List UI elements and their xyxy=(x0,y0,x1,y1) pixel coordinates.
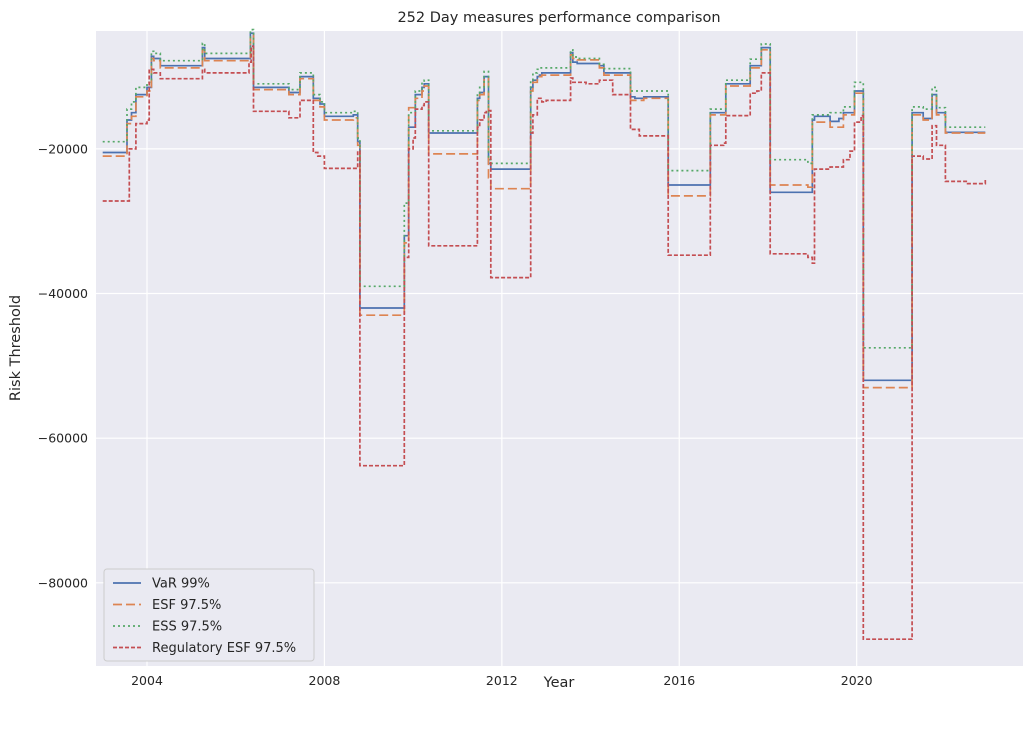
series-line-2 xyxy=(102,34,986,389)
plot-area xyxy=(96,31,1023,666)
x-tick-label: 2008 xyxy=(309,673,341,688)
y-tick-label: −80000 xyxy=(38,575,88,590)
x-tick-label: 2004 xyxy=(131,673,163,688)
legend-label: ESS 97.5% xyxy=(152,620,222,635)
y-tick-label: −20000 xyxy=(38,141,88,156)
y-tick-label: −60000 xyxy=(38,431,88,446)
tick-labels: 2004 2008 2012 2016 2020 −80000 −60000 −40000 −2… xyxy=(38,141,873,688)
grid-lines xyxy=(96,31,1023,666)
series-line-4 xyxy=(102,45,987,641)
legend-label: ESF 97.5% xyxy=(152,598,221,613)
series-layer xyxy=(102,28,987,641)
legend: VaR 99% ESF 97.5% ESS 97.5% Regulatory ESF … xyxy=(103,568,315,662)
legend-label: Regulatory ESF 97.5% xyxy=(152,641,296,656)
chart-title: 252 Day measures performance comparison xyxy=(397,10,720,26)
y-axis-label: Risk Threshold xyxy=(8,295,24,401)
x-tick-label: 2012 xyxy=(486,673,518,688)
x-tick-label: 2020 xyxy=(841,673,873,688)
legend-label: VaR 99% xyxy=(152,577,210,592)
y-tick-label: −40000 xyxy=(38,286,88,301)
x-tick-label: 2016 xyxy=(663,673,695,688)
series-line-1 xyxy=(102,32,986,382)
legend-box xyxy=(103,568,315,662)
x-axis-label: Year xyxy=(543,675,575,691)
